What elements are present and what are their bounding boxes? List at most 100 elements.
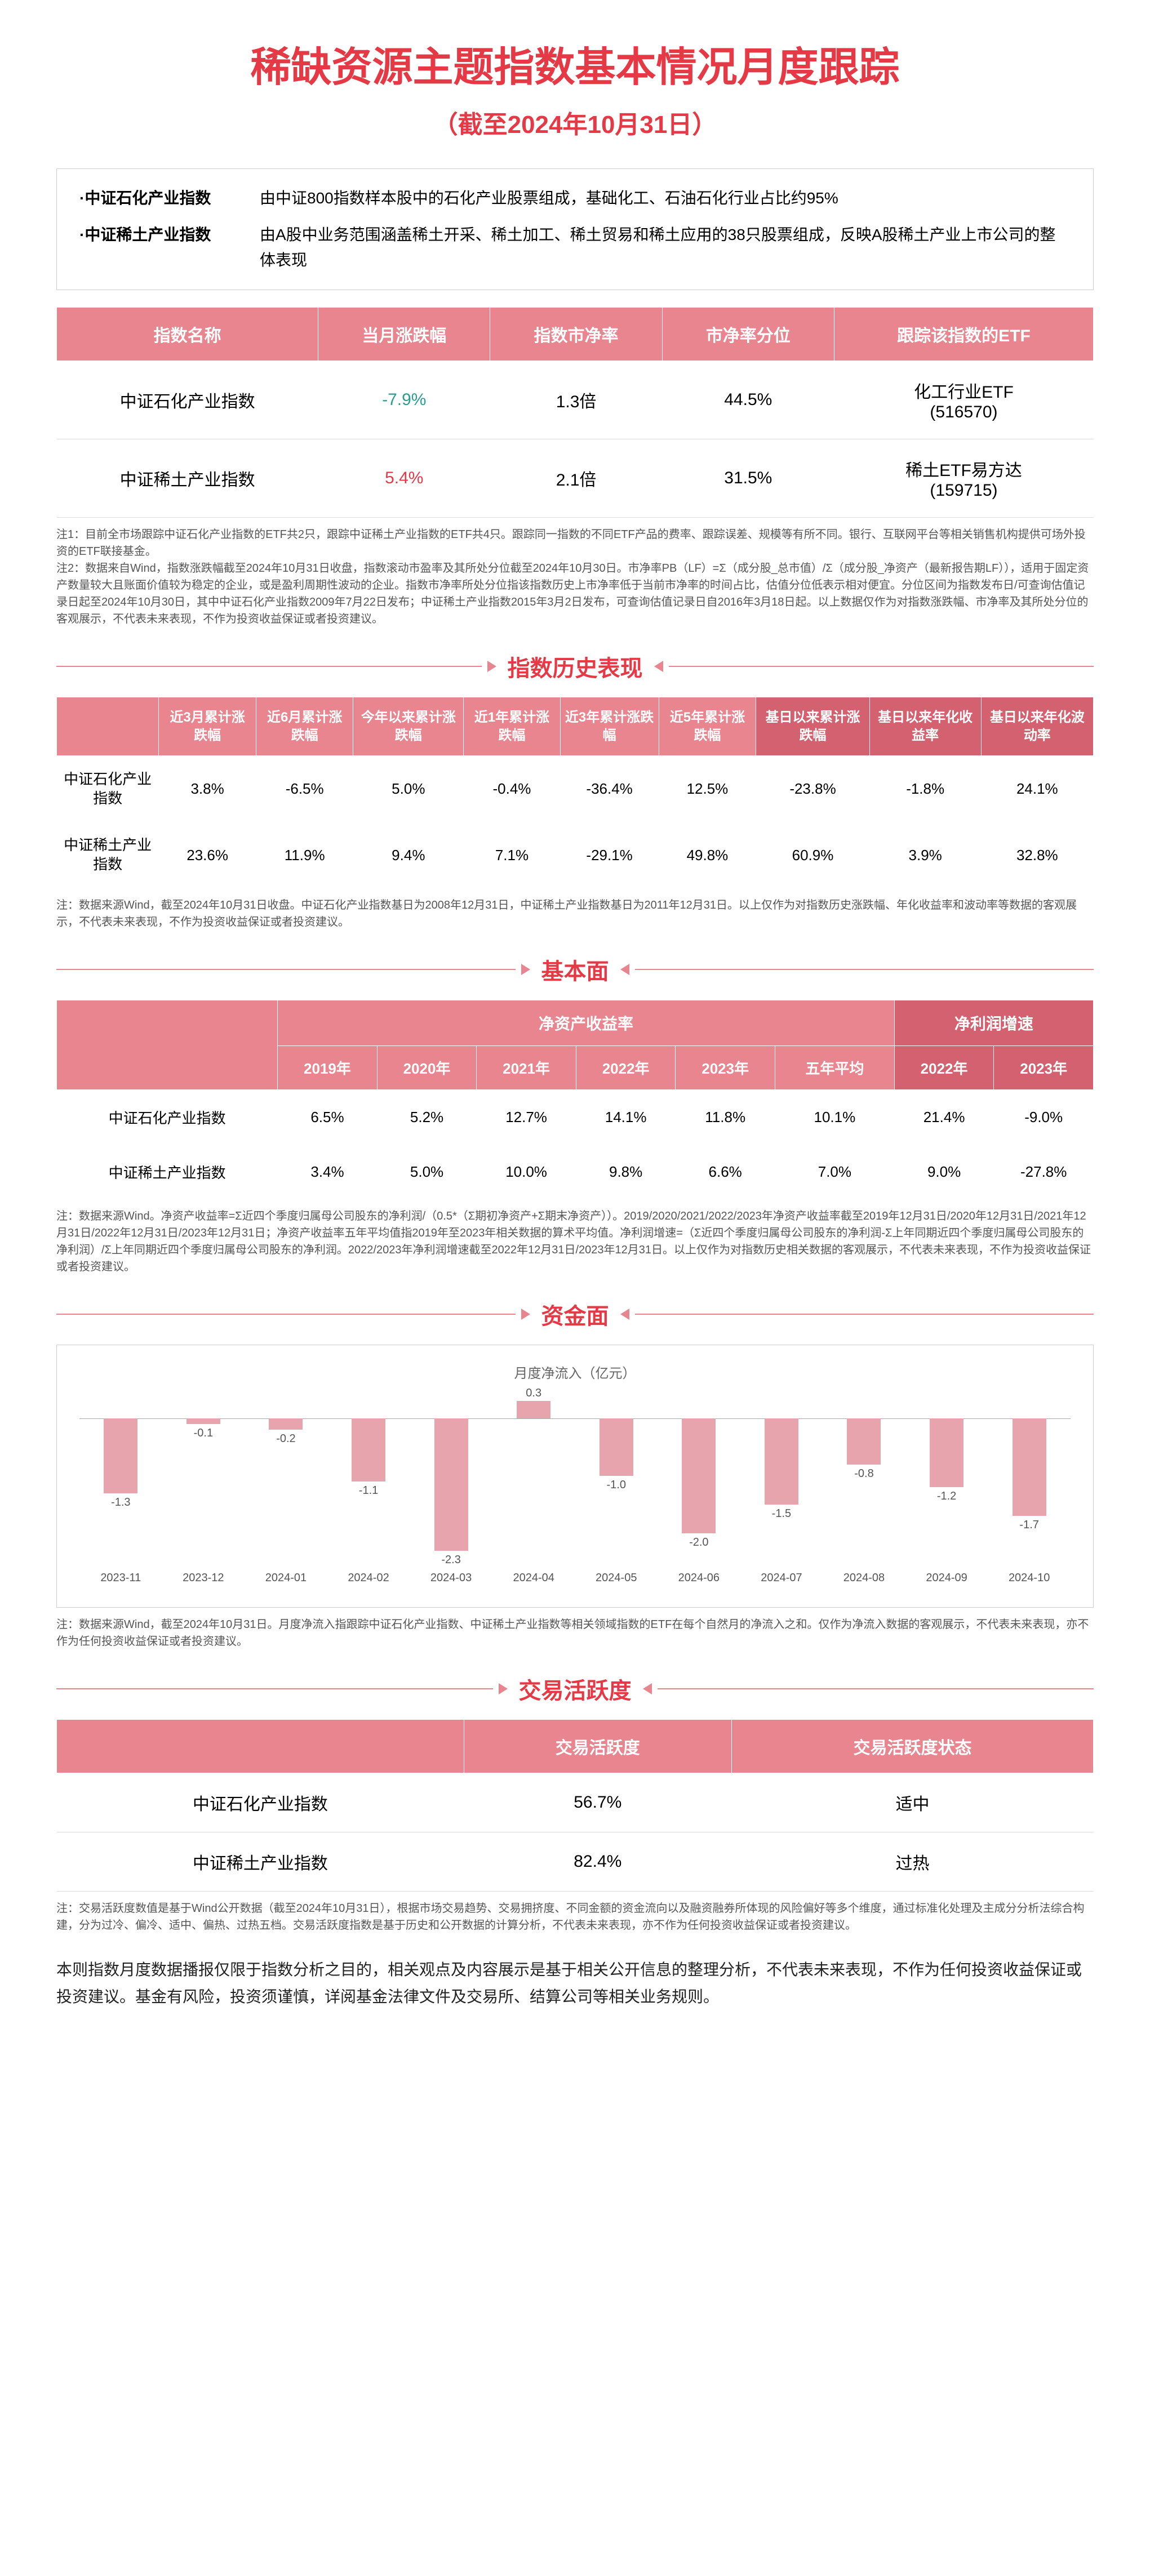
cell-name: 中证石化产业指数 <box>57 361 318 439</box>
cell-value: -23.8% <box>756 755 869 822</box>
cell-value: 23.6% <box>159 822 256 888</box>
cell-value: 7.0% <box>775 1145 894 1199</box>
bar-value: -1.3 <box>98 1496 143 1509</box>
chart-bar: -0.82024-08 <box>823 1393 905 1562</box>
table-row: 中证石化产业指数6.5%5.2%12.7%14.1%11.8%10.1%21.4… <box>57 1089 1094 1145</box>
table-header: 今年以来累计涨跌幅 <box>353 697 464 755</box>
bar-value: -1.0 <box>594 1479 639 1492</box>
cell-value: 3.4% <box>278 1145 378 1199</box>
cell-name: 中证稀土产业指数 <box>57 822 159 888</box>
section-divider: 指数历史表现 <box>56 650 1094 683</box>
table-header: 2021年 <box>477 1045 576 1089</box>
cell-value: 32.8% <box>981 822 1093 888</box>
bar-value: -1.1 <box>346 1484 391 1497</box>
cell-value: -9.0% <box>994 1089 1094 1145</box>
table-header: 近6月累计涨跌幅 <box>256 697 353 755</box>
cell-value: 3.8% <box>159 755 256 822</box>
bar-label: 2024-07 <box>761 1572 802 1585</box>
table-header: 当月涨跌幅 <box>318 308 490 361</box>
cell-value: 9.4% <box>353 822 464 888</box>
cell-status: 过热 <box>731 1832 1093 1891</box>
table-header-blank <box>57 1000 278 1089</box>
bar-value: -0.8 <box>841 1467 886 1480</box>
chart-bar: -1.02024-05 <box>575 1393 658 1562</box>
chart-bar: -1.32023-11 <box>79 1393 162 1562</box>
bar-value: -2.3 <box>429 1554 474 1567</box>
bar-label: 2024-02 <box>348 1572 389 1585</box>
cell-monthly: 5.4% <box>318 439 490 518</box>
table-row: 中证石化产业指数3.8%-6.5%5.0%-0.4%-36.4%12.5%-23… <box>57 755 1094 822</box>
desc-text: 由中证800指数样本股中的石化产业股票组成，基础化工、石油石化行业占比约95% <box>260 186 1071 211</box>
chart-bar: -1.12024-02 <box>327 1393 410 1562</box>
cell-value: 6.5% <box>278 1089 378 1145</box>
cell-monthly: -7.9% <box>318 361 490 439</box>
table-header: 交易活跃度 <box>464 1719 731 1773</box>
cell-value: 3.9% <box>869 822 981 888</box>
cell-value: 7.1% <box>464 822 560 888</box>
cell-value: 10.0% <box>477 1145 576 1199</box>
table-header <box>57 1719 464 1773</box>
section-title-fundamentals: 基本面 <box>541 953 609 986</box>
table-header-blank <box>57 697 159 755</box>
performance-table: 近3月累计涨跌幅近6月累计涨跌幅今年以来累计涨跌幅近1年累计涨跌幅近3年累计涨跌… <box>56 697 1094 888</box>
cell-value: 49.8% <box>659 822 756 888</box>
desc-label: ·中证稀土产业指数 <box>79 223 260 273</box>
description-row: ·中证石化产业指数由中证800指数样本股中的石化产业股票组成，基础化工、石油石化… <box>79 186 1071 211</box>
bar-label: 2024-08 <box>843 1572 885 1585</box>
table-row: 中证石化产业指数 -7.9% 1.3倍 44.5% 化工行业ETF(516570… <box>57 361 1094 439</box>
table-header-group: 净利润增速 <box>894 1000 1093 1045</box>
table-header: 基日以来年化收益率 <box>869 697 981 755</box>
section-divider: 交易活跃度 <box>56 1672 1094 1705</box>
capital-chart: 月度净流入（亿元） -1.32023-11-0.12023-12-0.22024… <box>56 1345 1094 1608</box>
bar-value: -0.2 <box>263 1432 308 1445</box>
table-header: 近3年累计涨跌幅 <box>560 697 659 755</box>
cell-activity: 56.7% <box>464 1773 731 1832</box>
chart-bar: -2.32024-03 <box>410 1393 492 1562</box>
table-row: 中证稀土产业指数23.6%11.9%9.4%7.1%-29.1%49.8%60.… <box>57 822 1094 888</box>
chart-bar: -0.22024-01 <box>245 1393 327 1562</box>
table-row: 中证稀土产业指数3.4%5.0%10.0%9.8%6.6%7.0%9.0%-27… <box>57 1145 1094 1199</box>
page-title: 稀缺资源主题指数基本情况月度跟踪 <box>56 34 1094 93</box>
cell-name: 中证稀土产业指数 <box>57 1832 464 1891</box>
cell-value: 12.7% <box>477 1089 576 1145</box>
chart-title: 月度净流入（亿元） <box>79 1362 1071 1382</box>
chart-bar: -0.12023-12 <box>162 1393 245 1562</box>
cell-value: 5.0% <box>353 755 464 822</box>
cell-value: 9.0% <box>894 1145 994 1199</box>
bar-label: 2024-09 <box>926 1572 967 1585</box>
table-header: 基日以来年化波动率 <box>981 697 1093 755</box>
table-header: 市净率分位 <box>662 308 834 361</box>
table-header: 2023年 <box>676 1045 775 1089</box>
cell-value: 12.5% <box>659 755 756 822</box>
section-title-activity: 交易活跃度 <box>519 1672 632 1705</box>
cell-activity: 82.4% <box>464 1832 731 1891</box>
disclaimer: 本则指数月度数据播报仅限于指数分析之目的，相关观点及内容展示是基于相关公开信息的… <box>56 1956 1094 2010</box>
cell-name: 中证稀土产业指数 <box>57 1145 278 1199</box>
table-header: 2022年 <box>576 1045 676 1089</box>
summary-footnote: 注1：目前全市场跟踪中证石化产业指数的ETF共2只，跟踪中证稀土产业指数的ETF… <box>56 526 1094 628</box>
cell-name: 中证稀土产业指数 <box>57 439 318 518</box>
table-row: 中证稀土产业指数 82.4% 过热 <box>57 1832 1094 1891</box>
cell-value: 6.6% <box>676 1145 775 1199</box>
cell-value: 9.8% <box>576 1145 676 1199</box>
cell-value: 11.8% <box>676 1089 775 1145</box>
bar-label: 2024-10 <box>1009 1572 1050 1585</box>
table-header: 交易活跃度状态 <box>731 1719 1093 1773</box>
bar-label: 2023-11 <box>100 1572 141 1585</box>
cell-pb: 1.3倍 <box>490 361 662 439</box>
cell-value: -27.8% <box>994 1145 1094 1199</box>
table-header: 指数名称 <box>57 308 318 361</box>
bar-value: -1.2 <box>924 1490 969 1503</box>
cell-value: 5.2% <box>377 1089 477 1145</box>
section-title-performance: 指数历史表现 <box>508 650 643 683</box>
cell-etf: 化工行业ETF(516570) <box>834 361 1093 439</box>
desc-text: 由A股中业务范围涵盖稀土开采、稀土加工、稀土贸易和稀土应用的38只股票组成，反映… <box>260 223 1071 273</box>
cell-value: 60.9% <box>756 822 869 888</box>
table-row: 中证稀土产业指数 5.4% 2.1倍 31.5% 稀土ETF易方达(159715… <box>57 439 1094 518</box>
bar-label: 2024-06 <box>678 1572 720 1585</box>
cell-pb-pct: 44.5% <box>662 361 834 439</box>
cell-value: -29.1% <box>560 822 659 888</box>
cell-pb-pct: 31.5% <box>662 439 834 518</box>
bar-label: 2024-03 <box>430 1572 472 1585</box>
table-header: 近1年累计涨跌幅 <box>464 697 560 755</box>
